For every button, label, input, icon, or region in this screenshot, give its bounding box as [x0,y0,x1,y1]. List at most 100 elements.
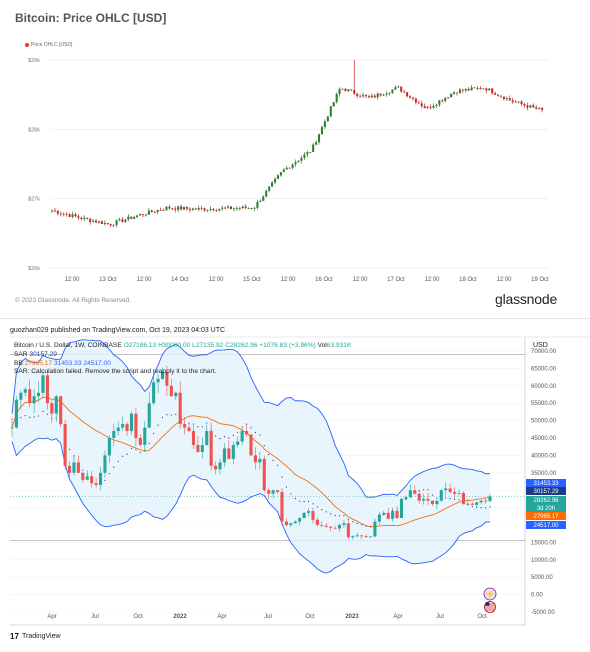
candle-body [262,196,265,201]
candle-body [470,503,474,505]
candle-body [276,490,280,492]
candle-body [288,167,291,169]
candle-body [324,525,328,527]
candle-body [342,523,346,525]
candle-body [14,399,18,428]
sar-dot [254,431,257,434]
candle-body [491,88,494,94]
sar-dot [423,489,425,491]
sar-dot [170,414,172,416]
sar-dot [20,417,22,419]
candle-body [256,202,259,208]
sar-dot [33,416,35,418]
sar-dot [458,499,460,501]
price-badge [526,521,566,529]
candle-body [303,154,306,158]
chart-legend[interactable]: Price OHLC [USD] [31,42,73,48]
candle-body [360,535,364,537]
candle-body [143,427,147,445]
ohlc-open: O27186.13 [123,342,157,349]
price-badge-label: 30157.29 [533,489,559,495]
x-tick-label: 2023 [345,614,359,620]
candle-body [364,95,368,97]
candle-body [253,207,256,209]
glassnode-chart[interactable]: $29k $28k $27k $26k 12:00 13 Oct 12:00 14 Oct 12… [0,0,590,318]
candle-body [125,424,129,432]
candle-body [494,93,497,95]
candle-body [297,160,300,163]
candle-body [466,503,470,505]
candle-body [89,218,92,222]
candle-body [77,216,80,218]
candle-body [541,108,544,110]
sar-dot [192,423,195,425]
sar-legend[interactable]: SAR 30157.29 [14,351,57,358]
price-badge-label: 3d 20h [537,506,555,512]
candle-body [475,502,479,505]
candle-body [265,190,268,197]
sar-dot [42,410,44,412]
x-tick-label: 12:00 [280,277,296,283]
y-tick-label: -5000.00 [531,610,555,616]
candle-body [439,490,443,501]
candle-body [160,371,165,379]
candle-body [441,100,444,102]
candle-body [159,210,162,211]
price-badge [526,512,566,520]
y-tick-label: 65000.00 [531,366,557,372]
candle-body [106,223,109,224]
bb-legend[interactable]: BB 27985.17 31453.33 24517.00 [14,360,111,367]
candle-body [435,500,439,505]
x-tick-label: 19 Oct [531,277,549,283]
candle-body [200,444,204,452]
candle-body [83,217,86,220]
glassnode-panel: Bitcoin: Price OHLC [USD] Price OHLC [US… [0,0,590,318]
price-badge [526,496,566,504]
y-tick-label: 35000.00 [531,471,557,477]
candle-body [150,210,153,213]
candle-body [311,511,315,520]
x-tick-label: 14 Oct [171,277,189,283]
tradingview-chart[interactable]: 70000.00 65000.00 60000.00 55000.00 50000.00… [0,319,590,652]
candle-body [529,105,532,108]
candle-body [499,95,503,97]
candle-body [130,216,133,219]
candle-body [476,87,479,89]
candle-body [203,208,206,211]
candle-body [505,98,508,100]
price-badge-label: 27985.17 [533,514,559,520]
symbol-legend: Bitcoin / U.S. Dollar, 1W, COINBASE O271… [14,342,351,349]
candle-body [315,142,318,145]
bb-basis-value: 27985.17 [24,360,53,367]
candle-body [121,219,124,222]
candle-body [279,172,282,176]
sar-dot [197,426,199,428]
candle-body [267,490,271,494]
candle-body [121,424,125,428]
candle-body [444,97,447,101]
sar-value: 30157.29 [29,351,57,358]
sar-dot [82,469,84,471]
bb-lower-value: 24517.00 [83,360,111,367]
sar-dot [130,447,133,450]
sar-dot [206,422,208,424]
candle-body [341,88,344,90]
candle-body [245,431,249,435]
candle-body [294,162,297,165]
candle-body [379,93,382,96]
candle-body [291,164,294,168]
candle-body [395,511,399,519]
sar-dot [356,522,358,524]
candle-body [517,101,520,103]
tradingview-logo-icon: 17 [10,632,19,641]
candle-body [417,102,420,104]
currency-label[interactable]: USD [533,342,548,349]
candle-body [250,208,253,209]
candle-body [62,213,65,215]
sar-dot [161,416,164,418]
candle-body [32,396,36,404]
candle-body [346,523,350,538]
candle-body [276,175,279,179]
sar-dot [228,437,230,439]
candle-body [152,382,156,404]
